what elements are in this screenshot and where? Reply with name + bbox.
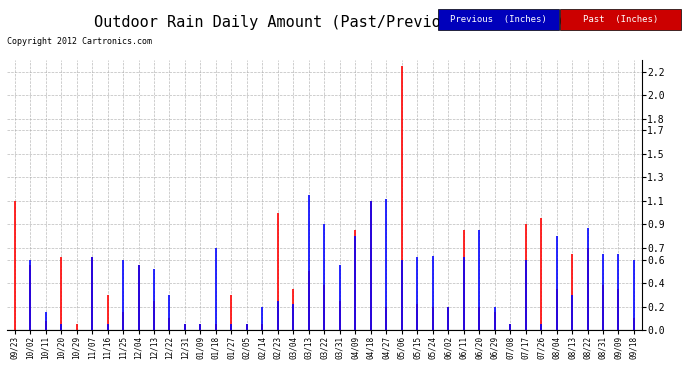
Text: Outdoor Rain Daily Amount (Past/Previous Year) 20120923: Outdoor Rain Daily Amount (Past/Previous… xyxy=(94,15,596,30)
Text: Copyright 2012 Cartronics.com: Copyright 2012 Cartronics.com xyxy=(7,38,152,46)
Text: Past  (Inches): Past (Inches) xyxy=(583,15,658,24)
Text: Previous  (Inches): Previous (Inches) xyxy=(450,15,547,24)
